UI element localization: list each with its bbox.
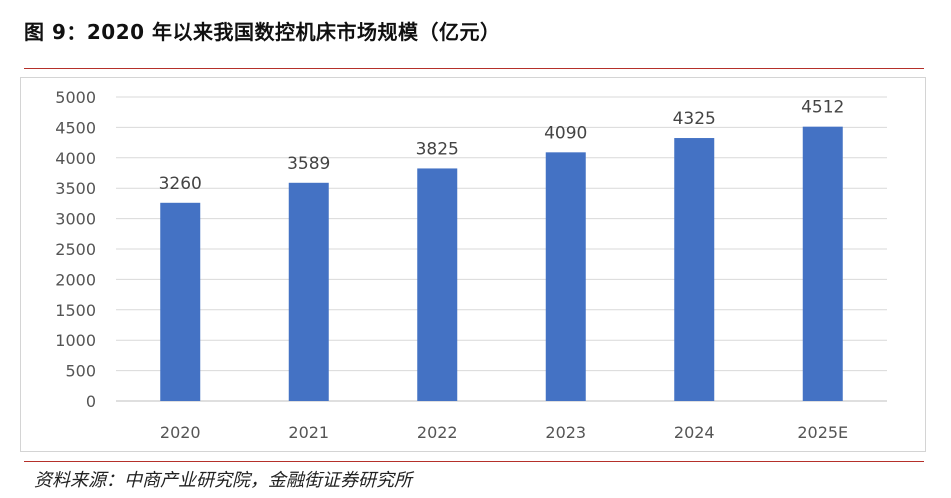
figure-title: 图 9：2020 年以来我国数控机床市场规模（亿元） — [24, 20, 501, 44]
y-tick-label: 1500 — [55, 301, 96, 320]
y-tick-label: 2500 — [55, 240, 96, 259]
x-axis-ticks: 2020 2021 2022 2023 2024 2025E — [160, 423, 848, 442]
data-label: 3589 — [287, 154, 330, 174]
y-tick-label: 3500 — [55, 179, 96, 198]
data-labels: 3260 3589 3825 4090 4325 4512 — [159, 98, 845, 194]
chart-frame: 0 500 1000 1500 2000 2500 3000 3500 4000 4500 5000… — [20, 77, 926, 452]
bottom-divider — [24, 461, 924, 462]
x-tick-label: 2021 — [288, 423, 329, 442]
gridlines — [116, 96, 887, 402]
bar — [288, 182, 329, 401]
y-axis-ticks: 0 500 1000 1500 2000 2500 3000 3500 4000 4500 5000 — [55, 88, 96, 411]
bar — [802, 126, 843, 401]
data-label: 4325 — [673, 109, 716, 129]
y-tick-label: 4500 — [55, 118, 96, 137]
bars — [160, 126, 843, 401]
y-tick-label: 4000 — [55, 149, 96, 168]
y-tick-label: 0 — [86, 392, 96, 411]
y-tick-label: 1000 — [55, 331, 96, 350]
x-tick-label: 2023 — [545, 423, 586, 442]
y-tick-label: 2000 — [55, 270, 96, 289]
data-label: 3260 — [159, 174, 202, 194]
x-tick-label: 2020 — [160, 423, 201, 442]
x-tick-label: 2022 — [417, 423, 458, 442]
y-tick-label: 3000 — [55, 210, 96, 229]
y-tick-label: 5000 — [55, 88, 96, 107]
bar — [545, 152, 586, 401]
top-divider — [24, 68, 924, 69]
bar — [160, 202, 201, 401]
x-tick-label: 2025E — [797, 423, 848, 442]
source-note: 资料来源：中商产业研究院，金融街证券研究所 — [34, 470, 412, 491]
y-tick-label: 500 — [65, 362, 96, 381]
bar — [674, 138, 715, 401]
data-label: 4090 — [544, 123, 587, 143]
data-label: 3825 — [416, 139, 459, 159]
x-tick-label: 2024 — [674, 423, 715, 442]
bar-chart: 0 500 1000 1500 2000 2500 3000 3500 4000 4500 5000… — [55, 88, 887, 442]
bar — [417, 168, 458, 401]
data-label: 4512 — [801, 98, 844, 118]
